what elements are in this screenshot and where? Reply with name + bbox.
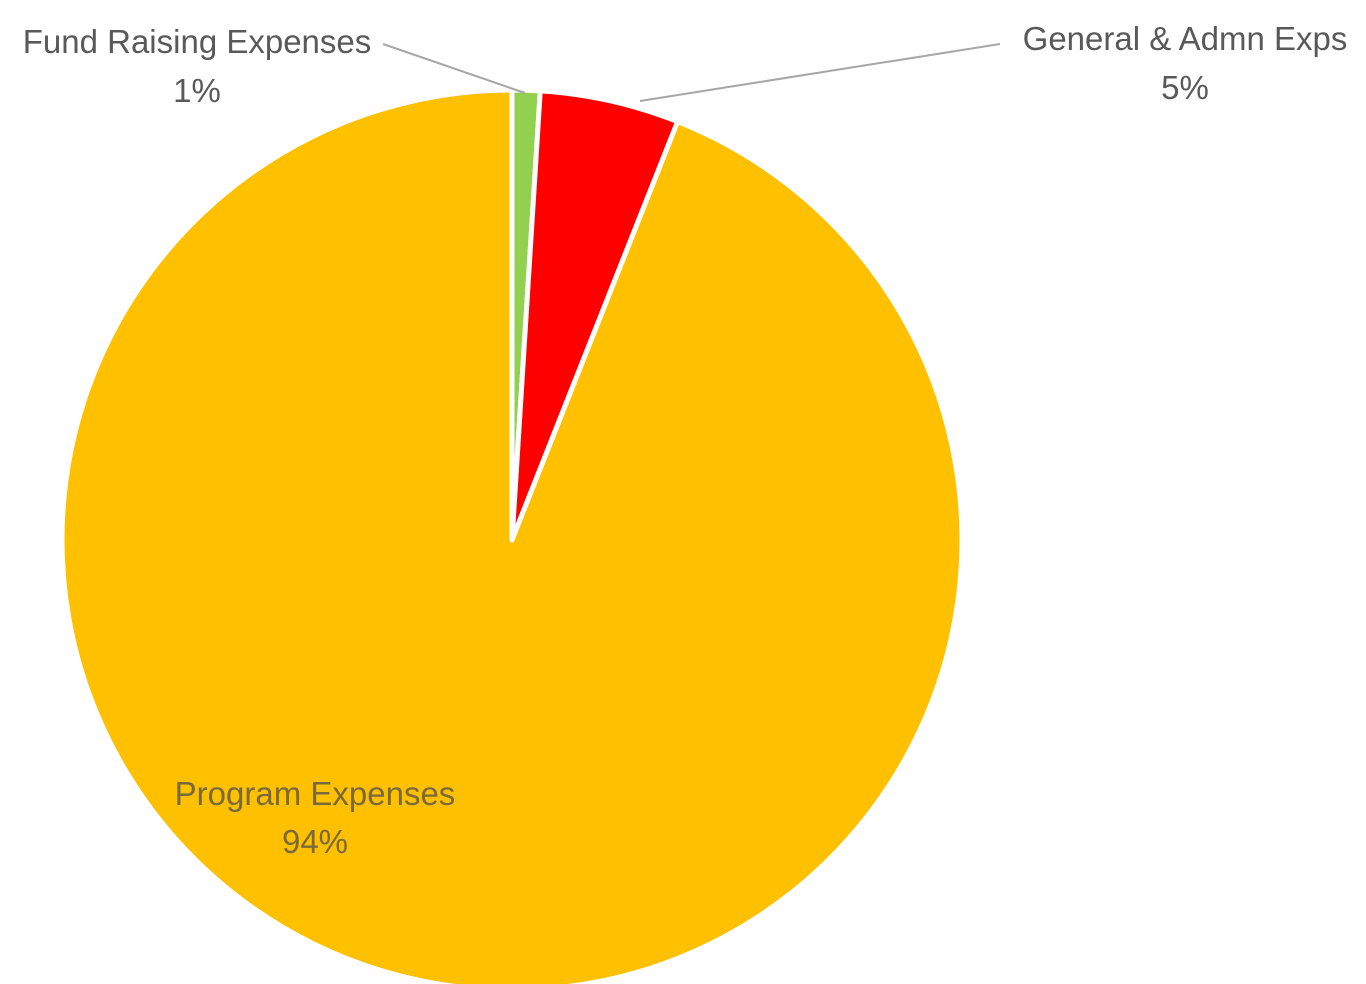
pie-slice-program-expenses <box>59 87 965 984</box>
slice-labels: Fund Raising Expenses 1% General & Admn Ex… <box>23 20 1348 860</box>
pie-slices <box>59 87 965 984</box>
data-label-program-expenses-name: Program Expenses <box>175 775 456 812</box>
data-label-general-admn-exps-name: General & Admn Exps <box>1023 20 1348 57</box>
leader-lines <box>382 43 1001 102</box>
data-label-fund-raising-expenses-name: Fund Raising Expenses <box>23 23 372 60</box>
data-label-general-admn-exps-percent: 5% <box>1161 69 1209 106</box>
data-label-program-expenses-percent: 94% <box>282 823 348 860</box>
leader-line-fund-raising-expenses <box>382 43 526 94</box>
leader-line-general-admn-exps <box>639 43 1001 102</box>
data-label-fund-raising-expenses-percent: 1% <box>173 72 221 109</box>
